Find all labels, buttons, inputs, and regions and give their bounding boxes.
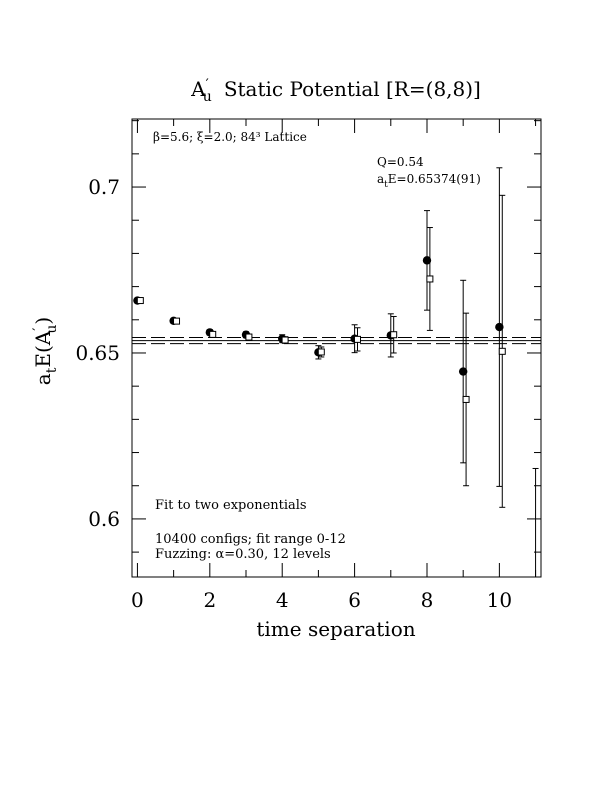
data-point-square bbox=[317, 348, 325, 356]
y-tick-label: 0.6 bbox=[88, 507, 120, 531]
data-point-square bbox=[353, 335, 361, 343]
configs-label: 10400 configs; fit range 0-12 bbox=[155, 532, 346, 547]
q-label: Q=0.54 bbox=[377, 155, 424, 169]
data-point-square bbox=[136, 297, 144, 305]
fit-method-label: Fit to two exponentials bbox=[155, 498, 307, 513]
x-tick-label: 4 bbox=[276, 588, 289, 612]
data-point-circle bbox=[495, 322, 504, 332]
data-point-square bbox=[462, 395, 470, 403]
fuzzing-label: Fuzzing: α=0.30, 12 levels bbox=[155, 547, 331, 562]
y-axis-label: atE(A′u) bbox=[31, 317, 60, 385]
data-point-circle bbox=[458, 367, 468, 376]
x-tick-label: 2 bbox=[203, 588, 216, 612]
data-point-square bbox=[209, 330, 217, 338]
plot-frame bbox=[131, 118, 542, 578]
y-tick-label: 0.7 bbox=[88, 175, 120, 199]
data-point-square bbox=[173, 317, 181, 325]
data-point-circle bbox=[422, 256, 432, 265]
data-point-square bbox=[245, 333, 253, 341]
fit-band bbox=[132, 337, 541, 345]
chart-title: A′ u Static Potential [R=(8,8)] bbox=[190, 77, 481, 105]
data-point-square bbox=[498, 347, 506, 355]
axis-ticks bbox=[132, 119, 541, 577]
data-marks bbox=[133, 167, 539, 577]
data-point-square bbox=[390, 331, 398, 339]
x-tick-label: 10 bbox=[487, 588, 512, 612]
y-tick-label: 0.65 bbox=[75, 341, 120, 365]
x-tick-label: 6 bbox=[348, 588, 361, 612]
tick-labels: 0 2 4 6 8 10 0.6 0.65 0.7 bbox=[75, 175, 512, 612]
x-tick-label: 8 bbox=[421, 588, 434, 612]
x-tick-label: 0 bbox=[131, 588, 144, 612]
data-point-square bbox=[426, 275, 434, 283]
data-point-square bbox=[281, 336, 289, 344]
x-axis-label: time separation bbox=[256, 617, 415, 641]
fit-result-label: atE=0.65374(91) bbox=[377, 172, 481, 190]
lattice-label: β=5.6; ξ=2.0; 84³ Lattice bbox=[153, 130, 307, 144]
